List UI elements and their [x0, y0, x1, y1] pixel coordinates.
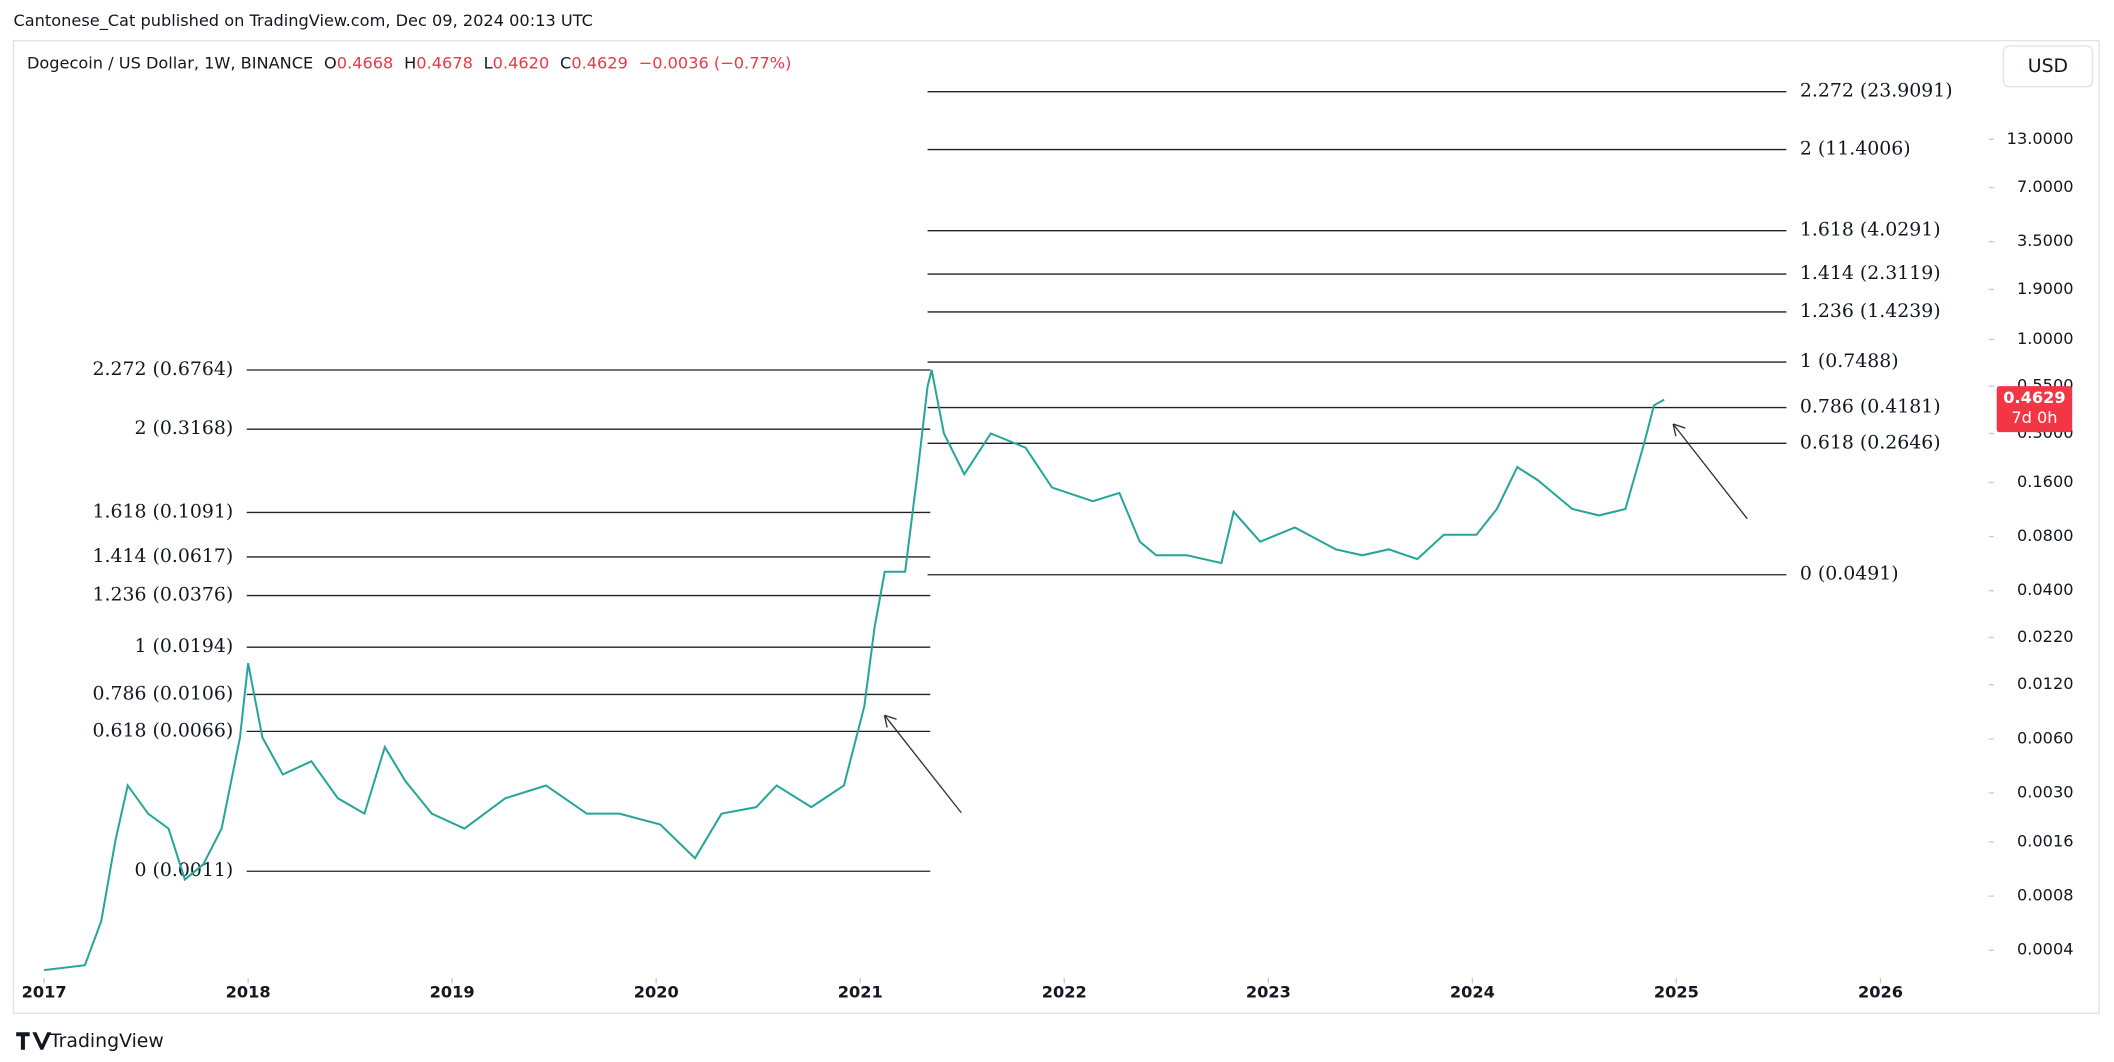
y-tick-label: 0.0060 [2017, 728, 2074, 747]
fib-label: 1.618 (4.0291) [1800, 219, 1941, 241]
y-tick-label: 0.0016 [2017, 831, 2074, 850]
x-tick-label: 2018 [226, 982, 271, 1001]
x-tick-label: 2026 [1858, 982, 1903, 1001]
ohlc-value: 0.4629 [571, 53, 628, 72]
x-tick-label: 2024 [1450, 982, 1495, 1001]
fib-label: 1 (0.7488) [1800, 350, 1899, 372]
fib-label: 1 (0.0194) [135, 635, 234, 657]
y-tick-label: 13.0000 [2007, 129, 2074, 148]
fib-label: 1.236 (1.4239) [1800, 300, 1941, 322]
currency-button[interactable] [2002, 45, 2094, 88]
y-tick-label: 0.0030 [2017, 782, 2074, 801]
x-tick-label: 2019 [430, 982, 475, 1001]
ohlc-value: 0.4668 [337, 53, 394, 72]
y-tick-label: 1.9000 [2017, 279, 2074, 298]
brand: TradingView [49, 1030, 164, 1052]
x-tick-label: 2023 [1246, 982, 1291, 1001]
y-tick-label: 0.1600 [2017, 472, 2074, 491]
arrow [883, 714, 962, 814]
fib-label: 1.414 (0.0617) [93, 545, 234, 567]
arrow-head [1672, 423, 1686, 437]
ohlc-value: 0.4678 [416, 53, 473, 72]
y-tick-label: 0.0004 [2017, 940, 2074, 959]
fib-label: 2 (0.3168) [135, 417, 234, 439]
change: −0.0036 (−0.77%) [639, 53, 792, 72]
x-tick-label: 2025 [1654, 982, 1699, 1001]
fib-label: 1.236 (0.0376) [93, 584, 234, 606]
currency-label[interactable]: USD [2028, 55, 2068, 77]
last-price-badge [1996, 386, 2073, 433]
price-line [43, 369, 1665, 972]
legend: Dogecoin / US Dollar, 1W, BINANCE O0.4668… [27, 53, 791, 72]
fib-label: 0.618 (0.2646) [1800, 431, 1941, 453]
ohlc-key: H [404, 53, 416, 72]
x-tick-label: 2021 [838, 982, 883, 1001]
y-tick-label: 0.0220 [2017, 627, 2074, 646]
y-tick-label: 0.0008 [2017, 886, 2074, 905]
chart-frame [12, 39, 2100, 1014]
last-price-label: 0.4629 [2003, 388, 2065, 407]
fib-label: 0 (0.0491) [1800, 563, 1899, 585]
y-tick-label: 7.0000 [2017, 177, 2074, 196]
arrow-head [883, 714, 897, 728]
fib-label: 1.618 (0.1091) [93, 500, 234, 522]
fib-label: 0.618 (0.0066) [93, 719, 234, 741]
ohlc-value: 0.4620 [493, 53, 550, 72]
y-tick-label: 0.0400 [2017, 580, 2074, 599]
countdown-label: 7d 0h [2011, 408, 2057, 427]
logo [16, 1032, 52, 1050]
y-tick-label: 0.0120 [2017, 674, 2074, 693]
fib-label: 2.272 (0.6764) [93, 358, 234, 380]
y-tick-label: 3.5000 [2017, 231, 2074, 250]
fib-label: 0 (0.0011) [135, 859, 234, 881]
x-tick-label: 2020 [634, 982, 679, 1001]
fib-label: 0.786 (0.0106) [93, 682, 234, 704]
fib-label: 1.414 (2.3119) [1800, 262, 1941, 284]
ohlc-key: C [560, 53, 571, 72]
x-tick-label: 2022 [1042, 982, 1087, 1001]
fib-label: 0.786 (0.4181) [1800, 396, 1941, 418]
symbol: Dogecoin / US Dollar, 1W, BINANCE [27, 53, 313, 72]
fib-label: 2 (11.4006) [1800, 137, 1911, 159]
ohlc-key: L [484, 53, 493, 72]
y-tick-label: 1.0000 [2017, 329, 2074, 348]
byline: Cantonese_Cat published on TradingView.c… [13, 11, 592, 31]
x-tick-label: 2017 [22, 982, 67, 1001]
fib-label: 2.272 (23.9091) [1800, 80, 1953, 102]
y-tick-label: 0.0800 [2017, 526, 2074, 545]
ohlc-key: O [324, 53, 337, 72]
arrow [1672, 423, 1748, 520]
